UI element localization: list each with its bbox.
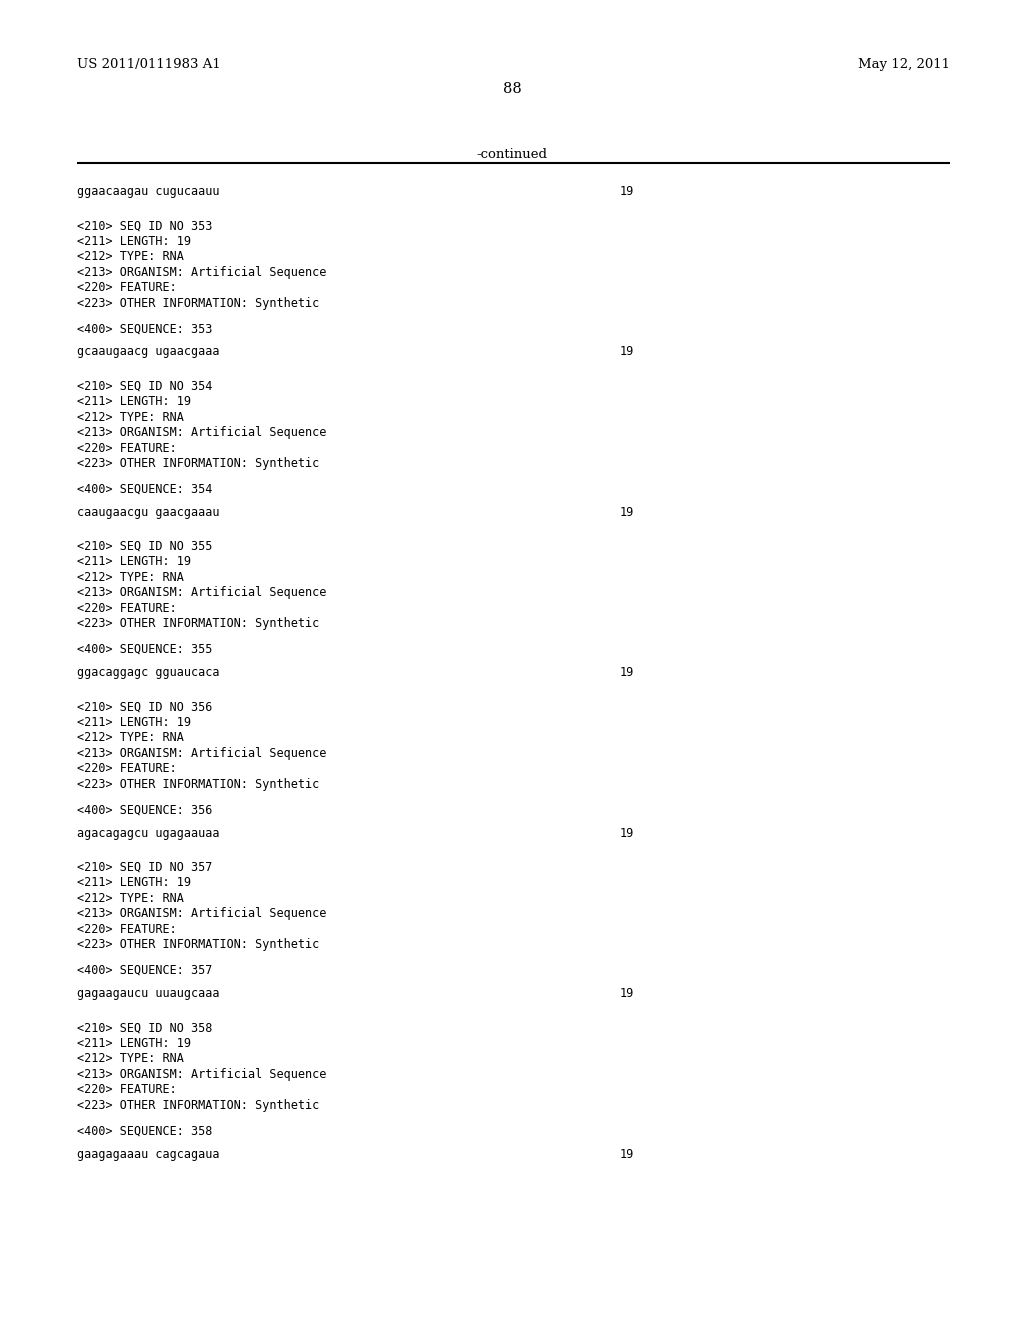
Text: <210> SEQ ID NO 355: <210> SEQ ID NO 355 — [77, 540, 212, 553]
Text: <211> LENGTH: 19: <211> LENGTH: 19 — [77, 556, 191, 569]
Text: <210> SEQ ID NO 357: <210> SEQ ID NO 357 — [77, 861, 212, 874]
Text: <211> LENGTH: 19: <211> LENGTH: 19 — [77, 1036, 191, 1049]
Text: caaugaacgu gaacgaaau: caaugaacgu gaacgaaau — [77, 506, 219, 519]
Text: <400> SEQUENCE: 353: <400> SEQUENCE: 353 — [77, 322, 212, 335]
Text: <400> SEQUENCE: 355: <400> SEQUENCE: 355 — [77, 643, 212, 656]
Text: <223> OTHER INFORMATION: Synthetic: <223> OTHER INFORMATION: Synthetic — [77, 457, 319, 470]
Text: <223> OTHER INFORMATION: Synthetic: <223> OTHER INFORMATION: Synthetic — [77, 618, 319, 631]
Text: 19: 19 — [620, 826, 634, 840]
Text: <223> OTHER INFORMATION: Synthetic: <223> OTHER INFORMATION: Synthetic — [77, 939, 319, 952]
Text: gcaaugaacg ugaacgaaa: gcaaugaacg ugaacgaaa — [77, 346, 219, 359]
Text: <211> LENGTH: 19: <211> LENGTH: 19 — [77, 876, 191, 890]
Text: <211> LENGTH: 19: <211> LENGTH: 19 — [77, 715, 191, 729]
Text: ggaacaagau cugucaauu: ggaacaagau cugucaauu — [77, 185, 219, 198]
Text: <400> SEQUENCE: 357: <400> SEQUENCE: 357 — [77, 964, 212, 977]
Text: 19: 19 — [620, 667, 634, 680]
Text: <210> SEQ ID NO 354: <210> SEQ ID NO 354 — [77, 380, 212, 392]
Text: <212> TYPE: RNA: <212> TYPE: RNA — [77, 731, 184, 744]
Text: <220> FEATURE:: <220> FEATURE: — [77, 441, 177, 454]
Text: US 2011/0111983 A1: US 2011/0111983 A1 — [77, 58, 221, 71]
Text: <213> ORGANISM: Artificial Sequence: <213> ORGANISM: Artificial Sequence — [77, 265, 327, 279]
Text: <213> ORGANISM: Artificial Sequence: <213> ORGANISM: Artificial Sequence — [77, 1068, 327, 1081]
Text: 19: 19 — [620, 185, 634, 198]
Text: <220> FEATURE:: <220> FEATURE: — [77, 923, 177, 936]
Text: <211> LENGTH: 19: <211> LENGTH: 19 — [77, 395, 191, 408]
Text: gagaagaucu uuaugcaaa: gagaagaucu uuaugcaaa — [77, 987, 219, 1001]
Text: 19: 19 — [620, 987, 634, 1001]
Text: <212> TYPE: RNA: <212> TYPE: RNA — [77, 411, 184, 424]
Text: <400> SEQUENCE: 358: <400> SEQUENCE: 358 — [77, 1125, 212, 1138]
Text: <211> LENGTH: 19: <211> LENGTH: 19 — [77, 235, 191, 248]
Text: <212> TYPE: RNA: <212> TYPE: RNA — [77, 1052, 184, 1065]
Text: <212> TYPE: RNA: <212> TYPE: RNA — [77, 572, 184, 583]
Text: <210> SEQ ID NO 356: <210> SEQ ID NO 356 — [77, 701, 212, 713]
Text: <213> ORGANISM: Artificial Sequence: <213> ORGANISM: Artificial Sequence — [77, 747, 327, 760]
Text: <213> ORGANISM: Artificial Sequence: <213> ORGANISM: Artificial Sequence — [77, 907, 327, 920]
Text: <212> TYPE: RNA: <212> TYPE: RNA — [77, 892, 184, 904]
Text: 88: 88 — [503, 82, 521, 96]
Text: <400> SEQUENCE: 356: <400> SEQUENCE: 356 — [77, 804, 212, 817]
Text: ggacaggagc gguaucaca: ggacaggagc gguaucaca — [77, 667, 219, 680]
Text: <213> ORGANISM: Artificial Sequence: <213> ORGANISM: Artificial Sequence — [77, 586, 327, 599]
Text: <212> TYPE: RNA: <212> TYPE: RNA — [77, 249, 184, 263]
Text: <220> FEATURE:: <220> FEATURE: — [77, 1084, 177, 1096]
Text: <223> OTHER INFORMATION: Synthetic: <223> OTHER INFORMATION: Synthetic — [77, 1098, 319, 1111]
Text: <223> OTHER INFORMATION: Synthetic: <223> OTHER INFORMATION: Synthetic — [77, 777, 319, 791]
Text: 19: 19 — [620, 346, 634, 359]
Text: 19: 19 — [620, 1147, 634, 1160]
Text: <220> FEATURE:: <220> FEATURE: — [77, 281, 177, 294]
Text: agacagagcu ugagaauaa: agacagagcu ugagaauaa — [77, 826, 219, 840]
Text: 19: 19 — [620, 506, 634, 519]
Text: <220> FEATURE:: <220> FEATURE: — [77, 763, 177, 775]
Text: gaagagaaau cagcagaua: gaagagaaau cagcagaua — [77, 1147, 219, 1160]
Text: <400> SEQUENCE: 354: <400> SEQUENCE: 354 — [77, 483, 212, 495]
Text: <210> SEQ ID NO 358: <210> SEQ ID NO 358 — [77, 1022, 212, 1035]
Text: -continued: -continued — [476, 148, 548, 161]
Text: <223> OTHER INFORMATION: Synthetic: <223> OTHER INFORMATION: Synthetic — [77, 297, 319, 310]
Text: <210> SEQ ID NO 353: <210> SEQ ID NO 353 — [77, 219, 212, 232]
Text: <220> FEATURE:: <220> FEATURE: — [77, 602, 177, 615]
Text: May 12, 2011: May 12, 2011 — [858, 58, 950, 71]
Text: <213> ORGANISM: Artificial Sequence: <213> ORGANISM: Artificial Sequence — [77, 426, 327, 440]
